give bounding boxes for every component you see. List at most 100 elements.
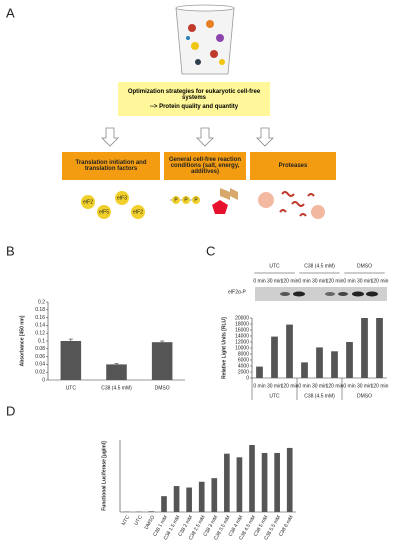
y-tick-label: 0.08 — [35, 346, 45, 352]
blot-label: eIF2α-P — [228, 289, 247, 295]
y-tick-label: 18000 — [235, 321, 249, 327]
bar — [236, 457, 243, 512]
y-tick-label: 0.06 — [35, 354, 45, 360]
bar — [106, 364, 127, 380]
bar — [186, 487, 192, 512]
main-box: Optimization strategies for eukaryotic c… — [118, 82, 270, 116]
blot-group-label: DMSO — [357, 263, 372, 269]
y-tick-label: 6000 — [238, 357, 249, 363]
panel-label: A — [6, 5, 15, 20]
x-tick-label: 30 min — [267, 383, 282, 389]
group-label: DMSO — [357, 393, 372, 399]
factor-label: eIF2 — [133, 209, 143, 215]
y-tick-label: 0.18 — [35, 307, 45, 313]
x-tick-label: NTC — [121, 514, 132, 526]
factor-circles: eIF2 eIF3 eIF5 eIF2 — [81, 191, 145, 219]
western-blot: eIF2α-P — [228, 287, 387, 301]
blot-time-label: 120 min — [371, 278, 389, 284]
bar — [274, 452, 280, 512]
bar — [198, 481, 205, 512]
bar — [249, 445, 255, 512]
bar — [261, 452, 268, 512]
bar — [60, 341, 82, 380]
y-tick-label: 12000 — [235, 339, 249, 345]
panel-label: B — [6, 243, 15, 258]
x-tick-label: 0 min — [343, 383, 355, 389]
bar — [301, 362, 308, 378]
phosphate: P — [184, 197, 188, 203]
y-tick-label: 0.02 — [35, 370, 45, 376]
y-tick-label: 0.2 — [38, 299, 45, 305]
y-tick-label: 14000 — [235, 333, 249, 339]
blot-time-label: 30 min — [357, 278, 372, 284]
main-title: Optimization strategies for eukaryotic c… — [127, 88, 261, 101]
y-axis-label: Functional Luciferase [µg/ml] — [101, 441, 107, 511]
y-tick-label: 4000 — [238, 363, 249, 369]
blot-time-label: 30 min — [267, 278, 282, 284]
x-tick-label: 30 min — [357, 383, 372, 389]
blot-time-label: 0 min — [253, 278, 265, 284]
y-tick-label: 0.16 — [35, 315, 45, 321]
bar — [148, 511, 155, 512]
x-tick-label: 120 min — [371, 383, 389, 389]
x-tick-label: DMSO — [155, 385, 170, 391]
y-tick-label: 0 — [42, 377, 45, 383]
blot-time-label: 0 min — [343, 278, 355, 284]
y-tick-label: 8000 — [238, 351, 249, 357]
bar — [376, 318, 383, 378]
phosphate: P — [194, 197, 198, 203]
beaker — [175, 4, 235, 75]
blot-time-label: 120 min — [281, 278, 299, 284]
bar — [316, 347, 323, 378]
bar — [224, 453, 230, 512]
arrows — [101, 127, 274, 147]
factor-label: eIF2 — [83, 199, 93, 205]
x-tick-label: 30 min — [312, 383, 327, 389]
x-tick-label: 0 min — [298, 383, 310, 389]
protease-icon — [258, 191, 325, 219]
bar — [161, 496, 167, 512]
panel-label: C — [206, 243, 215, 258]
bar — [286, 324, 293, 378]
y-axis-label: Absorbance [450 nm] — [19, 315, 25, 366]
strategy-box: Proteases — [250, 152, 336, 180]
bar — [173, 486, 180, 512]
blot-group-label: C38 (4.5 mM) — [304, 263, 335, 269]
y-tick-label: 10000 — [235, 345, 249, 351]
y-tick-label: 0.14 — [35, 323, 45, 329]
bar — [211, 478, 218, 512]
bar — [286, 447, 293, 512]
energy-icon: P P P — [170, 188, 238, 214]
blot-time-label: 120 min — [326, 278, 344, 284]
bar — [346, 342, 353, 378]
x-tick-label: 120 min — [326, 383, 344, 389]
y-tick-label: 0.1 — [38, 338, 45, 344]
y-tick-label: 20000 — [235, 315, 249, 321]
x-tick-label: UTC — [66, 385, 77, 391]
x-tick-label: 120 min — [281, 383, 299, 389]
bar — [361, 318, 368, 378]
blot-time-label: 0 min — [298, 278, 310, 284]
strategy-box: General cell-free reaction conditions (s… — [164, 152, 246, 180]
factor-label: eIF3 — [117, 195, 127, 201]
y-axis-label: Relative Light Units [RLU] — [221, 317, 227, 379]
factor-label: eIF5 — [99, 209, 109, 215]
bar — [256, 366, 263, 378]
x-tick-label: DMSO — [144, 515, 157, 531]
x-tick-label: UTC — [133, 514, 144, 526]
group-label: C38 (4.5 mM) — [304, 393, 335, 399]
y-tick-label: 16000 — [235, 327, 249, 333]
blot-group-label: UTC — [269, 263, 280, 269]
x-tick-label: 0 min — [253, 383, 265, 389]
blot-time-label: 30 min — [312, 278, 327, 284]
strategy-box: Translation initiation and translation f… — [62, 152, 160, 180]
y-tick-label: 0 — [246, 375, 249, 381]
bar — [331, 351, 338, 378]
y-tick-label: 0.12 — [35, 331, 45, 337]
group-label: UTC — [269, 393, 280, 399]
bar — [271, 336, 278, 378]
main-subtitle: --> Protein quality and quantity — [149, 103, 239, 110]
y-tick-label: 2000 — [238, 369, 249, 375]
